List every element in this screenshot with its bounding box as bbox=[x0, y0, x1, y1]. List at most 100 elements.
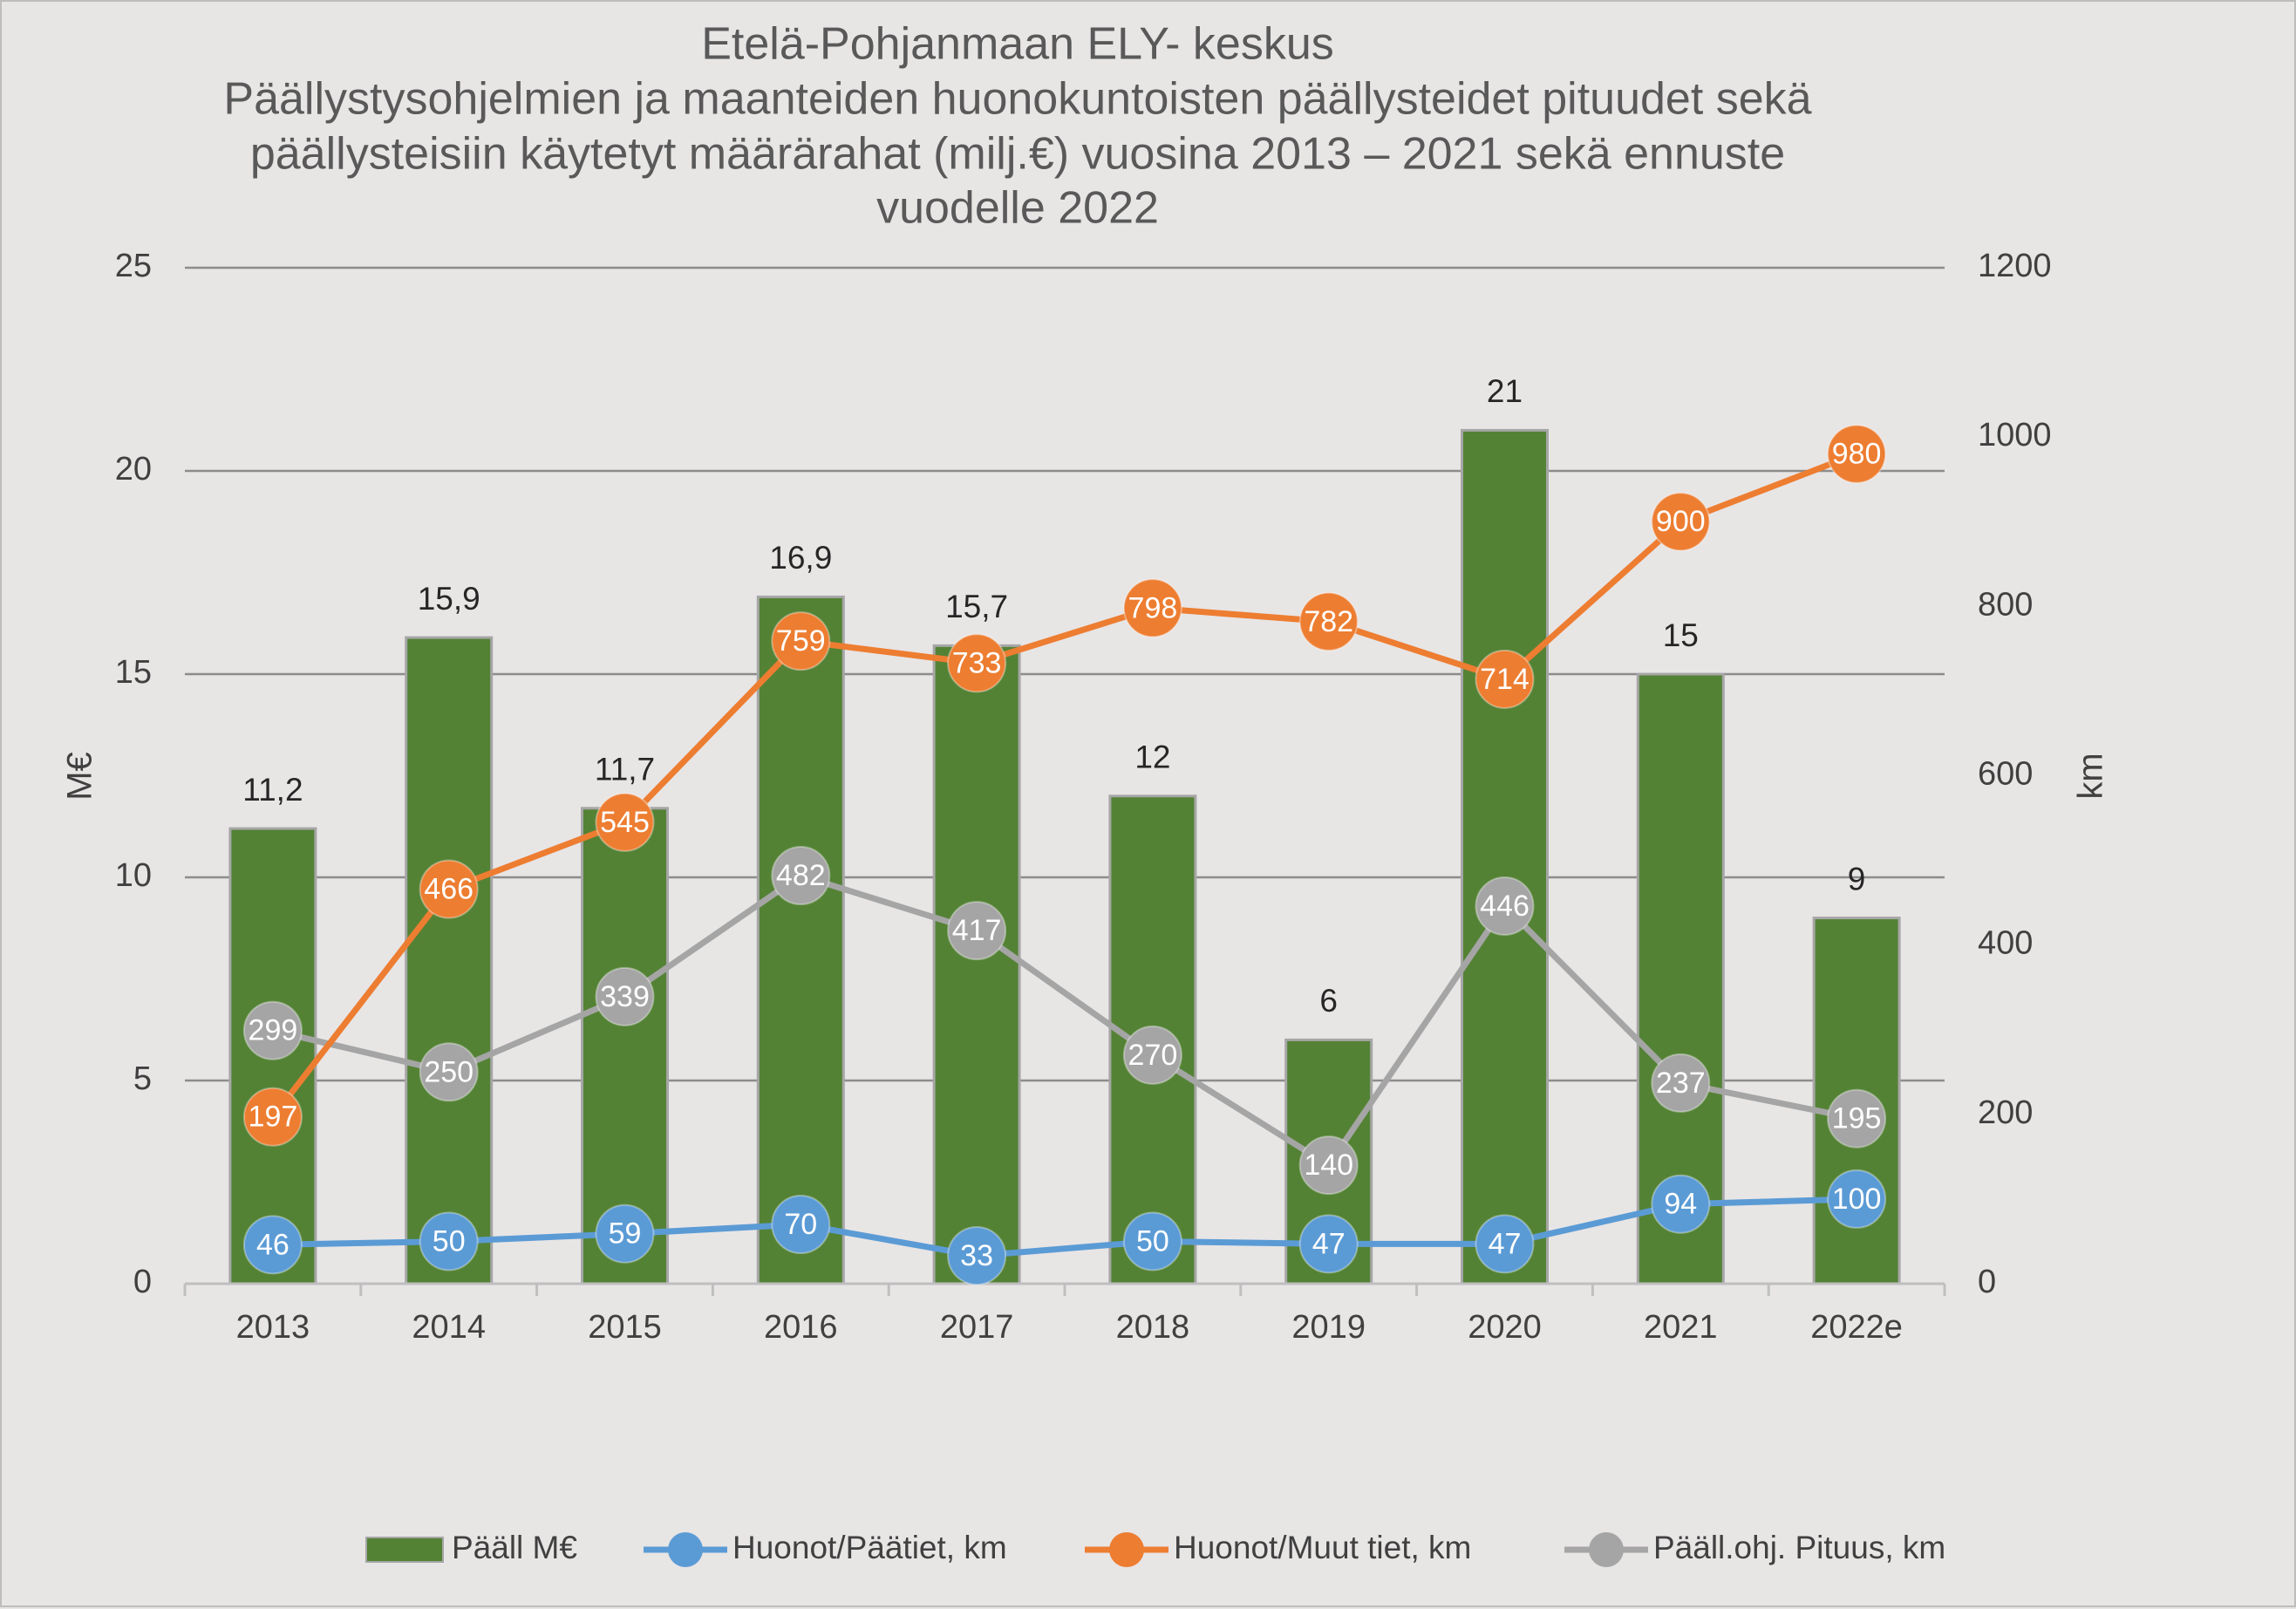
bar-series: 11,2 15,9 11,7 16,9 15,7 12 6 21 15 9 bbox=[228, 373, 1901, 1285]
x-tick-label: 2015 bbox=[588, 1309, 662, 1346]
data-point bbox=[1122, 1211, 1182, 1272]
data-point bbox=[771, 846, 831, 906]
chart-title: Etelä-Pohjanmaan ELY- keskusPäällystysoh… bbox=[223, 19, 1811, 234]
point-data-label: 70 bbox=[784, 1208, 817, 1241]
data-point bbox=[947, 633, 1007, 693]
point-data-label: 197 bbox=[249, 1101, 298, 1134]
data-point bbox=[947, 901, 1007, 961]
point-data-label: 100 bbox=[1832, 1183, 1882, 1216]
data-point bbox=[1827, 1169, 1887, 1229]
point-data-label: 900 bbox=[1656, 505, 1706, 538]
point-data-label: 94 bbox=[1664, 1188, 1697, 1221]
data-point bbox=[1651, 1053, 1711, 1113]
point-data-label: 714 bbox=[1480, 663, 1530, 696]
y-right-tick-label: 1200 bbox=[1978, 248, 2052, 284]
data-point bbox=[419, 1042, 479, 1102]
data-point bbox=[1827, 1088, 1887, 1149]
point-data-label: 195 bbox=[1832, 1102, 1882, 1135]
point-data-label: 47 bbox=[1312, 1227, 1346, 1260]
y-left-tick-label: 5 bbox=[133, 1060, 152, 1097]
y-right-tick-label: 200 bbox=[1978, 1094, 2033, 1131]
data-point bbox=[1651, 1174, 1711, 1234]
point-data-label: 782 bbox=[1304, 605, 1353, 638]
point-data-label: 466 bbox=[424, 873, 474, 906]
point-data-label: 140 bbox=[1304, 1149, 1353, 1182]
data-point bbox=[1122, 1025, 1182, 1085]
y-left-tick-label: 20 bbox=[115, 451, 152, 487]
x-tick-label: 2022e bbox=[1810, 1309, 1903, 1346]
x-tick-label: 2016 bbox=[764, 1309, 838, 1346]
legend-swatch-bar bbox=[365, 1537, 444, 1563]
legend-swatch-marker bbox=[1109, 1532, 1144, 1567]
data-point bbox=[771, 1195, 831, 1255]
data-point bbox=[1298, 1135, 1359, 1196]
data-point bbox=[1651, 492, 1711, 552]
series-line bbox=[269, 451, 1860, 1121]
bar-data-label: 12 bbox=[1134, 740, 1170, 775]
data-point bbox=[947, 1225, 1007, 1285]
bar-data-label: 16,9 bbox=[769, 540, 832, 576]
legend-swatch-marker bbox=[668, 1532, 703, 1567]
data-point bbox=[1475, 876, 1535, 937]
data-point bbox=[595, 966, 655, 1026]
point-data-label: 270 bbox=[1128, 1039, 1178, 1072]
x-tick-label: 2013 bbox=[236, 1309, 310, 1346]
bar bbox=[1461, 428, 1549, 1285]
data-point bbox=[1475, 1214, 1535, 1274]
legend-label: Huonot/Päätiet, km bbox=[732, 1530, 1007, 1565]
data-point bbox=[595, 792, 655, 852]
data-point bbox=[595, 1203, 655, 1264]
data-point bbox=[419, 1211, 479, 1272]
title-line: päällysteisiin käytetyt määrärahat (milj… bbox=[250, 129, 1785, 180]
data-point bbox=[1298, 591, 1359, 651]
bar-data-label: 21 bbox=[1487, 373, 1523, 409]
bar-data-label: 11,2 bbox=[242, 772, 303, 808]
y-right-tick-label: 1000 bbox=[1978, 417, 2052, 453]
point-data-label: 482 bbox=[776, 859, 826, 892]
x-tick-label: 2018 bbox=[1116, 1309, 1190, 1346]
point-data-label: 759 bbox=[776, 624, 826, 658]
point-data-label: 299 bbox=[249, 1014, 298, 1047]
point-data-label: 46 bbox=[256, 1228, 290, 1261]
y-left-axis-title: M€ bbox=[61, 752, 99, 801]
legend-label: Huonot/Muut tiet, km bbox=[1174, 1530, 1471, 1565]
bar-data-label: 15 bbox=[1663, 617, 1699, 653]
point-data-label: 59 bbox=[609, 1217, 642, 1251]
y-right-axis-title: km bbox=[2072, 753, 2110, 799]
point-data-label: 33 bbox=[960, 1239, 993, 1272]
y-left-tick-label: 0 bbox=[133, 1264, 152, 1300]
legend: Pääll M€ Huonot/Päätiet, km Huonot/Muut ti… bbox=[365, 1530, 1945, 1567]
x-tick-label: 2014 bbox=[412, 1309, 486, 1346]
legend-label: Pääll M€ bbox=[452, 1530, 577, 1565]
axes: 2013 2014 2015 2016 2017 2018 2019 2020 2021 2022… bbox=[61, 248, 2110, 1346]
data-point bbox=[1475, 649, 1535, 709]
bar-data-label: 15,9 bbox=[418, 581, 480, 617]
bar bbox=[932, 644, 1021, 1285]
legend-swatch-marker bbox=[1589, 1532, 1624, 1567]
x-tick-label: 2020 bbox=[1468, 1309, 1542, 1346]
data-point bbox=[1827, 424, 1887, 484]
point-data-label: 733 bbox=[952, 646, 1002, 679]
point-data-label: 417 bbox=[952, 914, 1002, 947]
point-data-label: 980 bbox=[1832, 438, 1882, 471]
y-right-tick-label: 0 bbox=[1978, 1264, 1996, 1300]
bar-data-label: 6 bbox=[1319, 983, 1338, 1019]
x-tick-label: 2017 bbox=[940, 1309, 1014, 1346]
bar-data-label: 11,7 bbox=[595, 752, 655, 787]
x-tick-label: 2019 bbox=[1291, 1309, 1366, 1346]
bar-data-label: 15,7 bbox=[945, 589, 1008, 624]
point-data-label: 798 bbox=[1128, 591, 1178, 624]
point-data-label: 50 bbox=[1136, 1224, 1169, 1258]
y-left-tick-label: 10 bbox=[115, 857, 152, 894]
point-data-label: 446 bbox=[1480, 890, 1530, 923]
title-line: Etelä-Pohjanmaan ELY- keskus bbox=[701, 19, 1334, 70]
data-point bbox=[242, 1087, 303, 1147]
point-data-label: 250 bbox=[424, 1055, 474, 1088]
data-point bbox=[419, 859, 479, 919]
data-point bbox=[242, 1000, 303, 1060]
data-point bbox=[1298, 1214, 1359, 1274]
bar bbox=[756, 595, 845, 1285]
